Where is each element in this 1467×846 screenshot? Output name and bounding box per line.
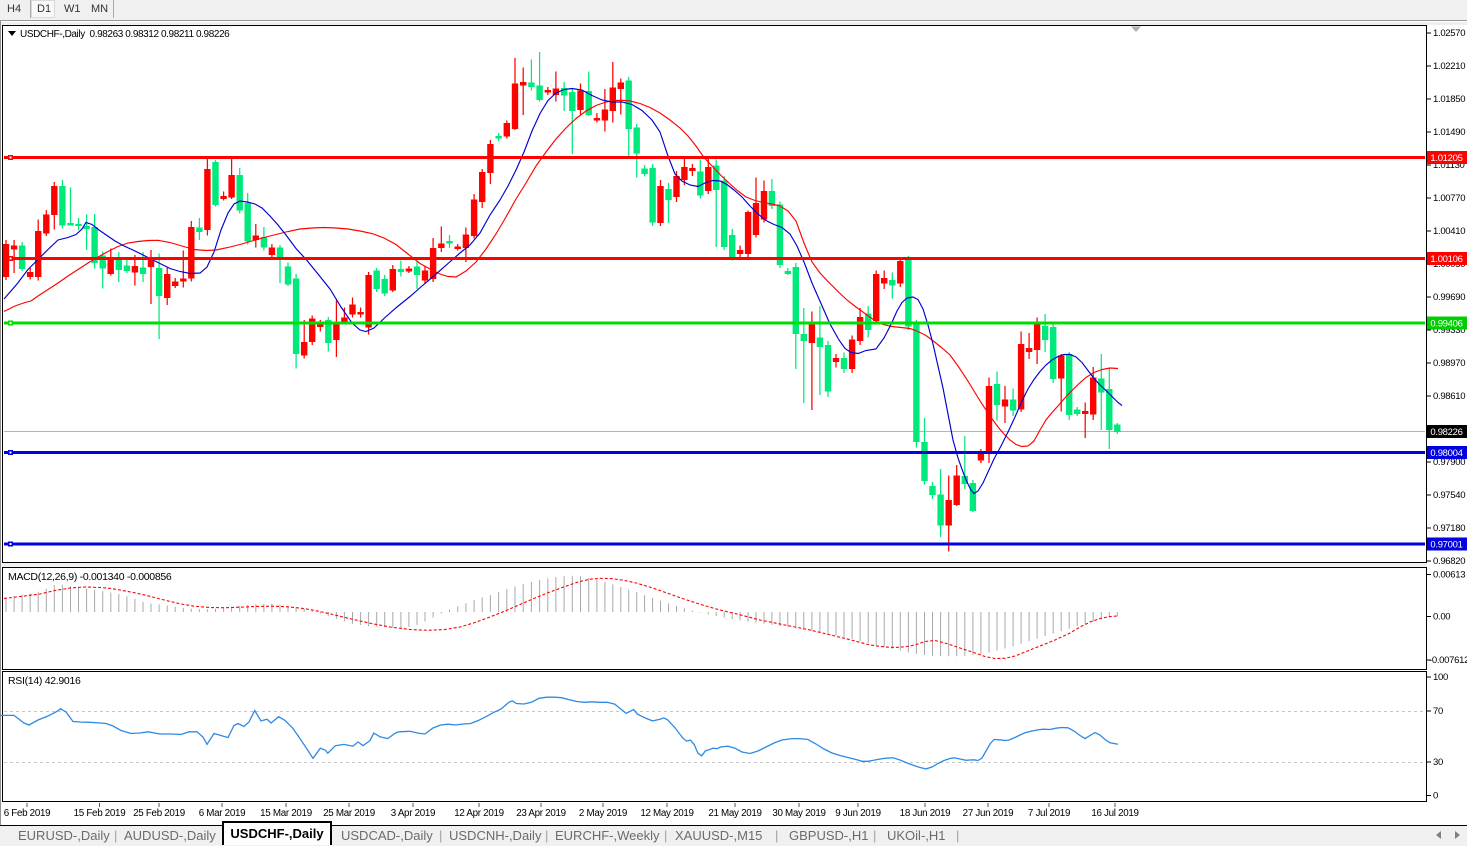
svg-text:7 Jul 2019: 7 Jul 2019 bbox=[1028, 808, 1070, 819]
svg-text:100: 100 bbox=[1433, 672, 1448, 683]
svg-text:3 Apr 2019: 3 Apr 2019 bbox=[391, 808, 435, 819]
svg-text:0.97180: 0.97180 bbox=[1433, 523, 1465, 534]
svg-text:18 Jun 2019: 18 Jun 2019 bbox=[900, 808, 951, 819]
svg-text:0.99330: 0.99330 bbox=[1433, 325, 1465, 336]
svg-text:6 Mar 2019: 6 Mar 2019 bbox=[199, 808, 246, 819]
svg-text:9 Jun 2019: 9 Jun 2019 bbox=[835, 808, 880, 819]
svg-text:0.98226: 0.98226 bbox=[1430, 427, 1462, 438]
svg-text:1.01850: 1.01850 bbox=[1433, 94, 1465, 105]
svg-text:0.98970: 0.98970 bbox=[1433, 358, 1465, 369]
svg-text:12 May 2019: 12 May 2019 bbox=[640, 808, 693, 819]
svg-text:1.00410: 1.00410 bbox=[1433, 226, 1465, 237]
svg-text:30 May 2019: 30 May 2019 bbox=[772, 808, 825, 819]
svg-text:12 Apr 2019: 12 Apr 2019 bbox=[454, 808, 504, 819]
svg-text:-0.007612: -0.007612 bbox=[1429, 655, 1467, 666]
svg-text:0.96820: 0.96820 bbox=[1433, 556, 1465, 567]
svg-text:21 May 2019: 21 May 2019 bbox=[708, 808, 761, 819]
svg-text:0.98610: 0.98610 bbox=[1433, 391, 1465, 402]
svg-text:0.99690: 0.99690 bbox=[1433, 292, 1465, 303]
svg-text:70: 70 bbox=[1433, 706, 1443, 717]
svg-text:15 Feb 2019: 15 Feb 2019 bbox=[74, 808, 126, 819]
svg-text:0.99406: 0.99406 bbox=[1430, 318, 1462, 329]
svg-text:1.00770: 1.00770 bbox=[1433, 193, 1465, 204]
svg-text:23 Apr 2019: 23 Apr 2019 bbox=[516, 808, 566, 819]
svg-text:1.02210: 1.02210 bbox=[1433, 61, 1465, 72]
svg-text:16 Jul 2019: 16 Jul 2019 bbox=[1091, 808, 1138, 819]
svg-text:25 Feb 2019: 25 Feb 2019 bbox=[133, 808, 185, 819]
svg-text:6 Feb 2019: 6 Feb 2019 bbox=[4, 808, 51, 819]
svg-text:1.02570: 1.02570 bbox=[1433, 28, 1465, 39]
svg-text:27 Jun 2019: 27 Jun 2019 bbox=[963, 808, 1014, 819]
svg-text:2 May 2019: 2 May 2019 bbox=[579, 808, 627, 819]
svg-text:1.01205: 1.01205 bbox=[1430, 153, 1462, 164]
svg-text:0.97001: 0.97001 bbox=[1430, 539, 1462, 550]
svg-text:0.97540: 0.97540 bbox=[1433, 490, 1465, 501]
svg-text:1.01130: 1.01130 bbox=[1433, 160, 1465, 171]
svg-text:0.98004: 0.98004 bbox=[1430, 448, 1462, 459]
svg-text:0.00613: 0.00613 bbox=[1433, 570, 1465, 581]
svg-text:30: 30 bbox=[1433, 757, 1443, 768]
svg-text:0: 0 bbox=[1433, 791, 1438, 802]
svg-text:0.97900: 0.97900 bbox=[1433, 457, 1465, 468]
svg-text:0.00: 0.00 bbox=[1433, 612, 1450, 623]
svg-text:25 Mar 2019: 25 Mar 2019 bbox=[323, 808, 375, 819]
svg-text:15 Mar 2019: 15 Mar 2019 bbox=[260, 808, 312, 819]
svg-text:1.00106: 1.00106 bbox=[1430, 254, 1462, 265]
svg-text:1.01490: 1.01490 bbox=[1433, 127, 1465, 138]
